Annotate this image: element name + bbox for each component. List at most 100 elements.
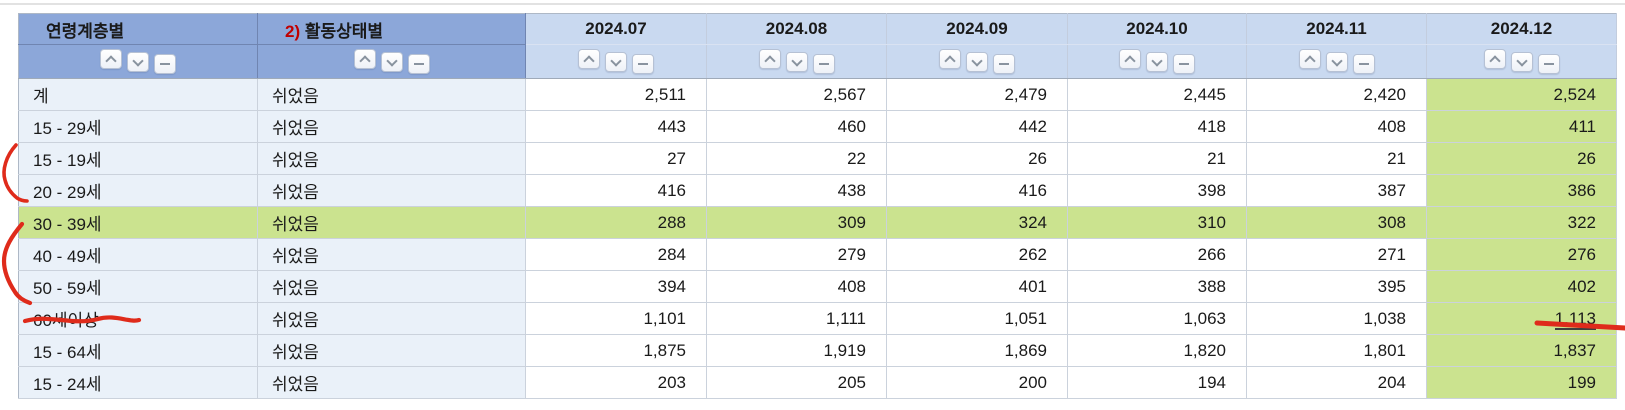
- column-header-2024-11[interactable]: 2024.11: [1246, 13, 1427, 45]
- cell-value: 2,420: [1246, 78, 1427, 111]
- collapse-button[interactable]: [1173, 53, 1195, 74]
- cell-value: 308: [1246, 206, 1427, 239]
- sort-down-button[interactable]: [785, 52, 808, 73]
- column-header-row: 연령계층별 2) 활동상태별 2024.07 2024.08 2024.09 2…: [18, 13, 1617, 45]
- table-row: 40 - 49세 쉬었음 284 279 262 266 271 276: [18, 238, 1617, 271]
- sort-down-button[interactable]: [966, 52, 988, 73]
- value-text: 1,101: [643, 308, 686, 328]
- cell-value: 203: [525, 366, 707, 399]
- sort-up-button[interactable]: [939, 49, 961, 70]
- collapse-button[interactable]: [1352, 53, 1375, 74]
- chevron-up-icon: [1303, 55, 1316, 67]
- top-divider: [0, 3, 1625, 5]
- minus-icon: [1543, 62, 1554, 65]
- cell-value: 2,524: [1426, 78, 1617, 111]
- chevron-down-icon: [1515, 55, 1528, 67]
- value-text: 205: [837, 372, 866, 392]
- cell-value: 460: [706, 110, 887, 143]
- column-header-2024-12[interactable]: 2024.12: [1426, 13, 1617, 45]
- value-text: 288: [657, 212, 686, 232]
- value-text: 443: [657, 116, 686, 136]
- minus-icon: [999, 62, 1009, 65]
- cell-value: 398: [1067, 174, 1247, 207]
- cell-age-group: 30 - 39세: [18, 206, 258, 239]
- value-text: 2,479: [1004, 84, 1047, 104]
- cell-value: 418: [1067, 110, 1247, 143]
- value-text: 460: [837, 116, 866, 136]
- value-text: 271: [1377, 244, 1406, 264]
- cell-value: 416: [525, 174, 707, 207]
- collapse-button[interactable]: [632, 53, 654, 74]
- sort-up-button[interactable]: [100, 49, 122, 70]
- value-text: 387: [1377, 180, 1406, 200]
- cell-activity-status: 쉬었음: [257, 334, 526, 367]
- collapse-button[interactable]: [1537, 53, 1560, 74]
- sort-up-button[interactable]: [578, 49, 600, 70]
- cell-value: 1,801: [1246, 334, 1427, 367]
- cell-age-group: 20 - 29세: [18, 174, 258, 207]
- sort-up-button[interactable]: [353, 49, 376, 70]
- collapse-button[interactable]: [407, 53, 430, 74]
- value-text: 324: [1018, 212, 1047, 232]
- cell-value: 266: [1067, 238, 1247, 271]
- chevron-down-icon: [1151, 55, 1163, 67]
- cell-value: 1,038: [1246, 302, 1427, 335]
- column-header-2024-08[interactable]: 2024.08: [706, 13, 887, 45]
- sort-down-button[interactable]: [605, 52, 627, 73]
- chevron-up-icon: [763, 55, 776, 67]
- cell-value: 26: [1426, 142, 1617, 175]
- sort-controls-cell: [706, 44, 887, 79]
- cell-activity-status: 쉬었음: [257, 78, 526, 111]
- sort-up-button[interactable]: [1298, 49, 1321, 70]
- sort-down-button[interactable]: [127, 52, 149, 73]
- sort-down-button[interactable]: [1146, 52, 1168, 73]
- value-text: 408: [1377, 116, 1406, 136]
- sort-down-button[interactable]: [380, 52, 403, 73]
- value-text: 1,111: [825, 308, 866, 328]
- value-text: 203: [657, 372, 686, 392]
- value-text: 279: [837, 244, 866, 264]
- minus-icon: [638, 62, 648, 65]
- table-row: 30 - 39세 쉬었음 288 309 324 310 308 322: [18, 206, 1617, 239]
- chevron-down-icon: [790, 55, 803, 67]
- cell-value: 262: [886, 238, 1068, 271]
- cell-value: 2,479: [886, 78, 1068, 111]
- column-header-age-group[interactable]: 연령계층별: [18, 13, 258, 45]
- value-text: 394: [657, 276, 686, 296]
- column-header-activity-status[interactable]: 2) 활동상태별: [257, 13, 526, 45]
- value-text: 2,567: [823, 84, 866, 104]
- cell-age-group: 15 - 64세: [18, 334, 258, 367]
- column-header-2024-07[interactable]: 2024.07: [525, 13, 707, 45]
- cell-value: 199: [1426, 366, 1617, 399]
- sort-down-button[interactable]: [1510, 52, 1533, 73]
- cell-value: 408: [1246, 110, 1427, 143]
- value-text: 438: [837, 180, 866, 200]
- sort-up-button[interactable]: [758, 49, 781, 70]
- value-text: 1,051: [1004, 308, 1047, 328]
- sort-up-button[interactable]: [1483, 49, 1506, 70]
- sort-up-button[interactable]: [1119, 49, 1141, 70]
- value-text: 395: [1377, 276, 1406, 296]
- value-text: 418: [1197, 116, 1226, 136]
- activity-status-header-label: 활동상태별: [304, 21, 384, 41]
- collapse-button[interactable]: [812, 53, 835, 74]
- column-header-2024-09[interactable]: 2024.09: [886, 13, 1068, 45]
- minus-icon: [1179, 62, 1189, 65]
- cell-age-group: 계: [18, 78, 258, 111]
- collapse-button[interactable]: [154, 53, 176, 74]
- chevron-down-icon: [610, 55, 622, 67]
- sort-down-button[interactable]: [1325, 52, 1348, 73]
- value-text: 1,919: [823, 340, 866, 360]
- column-header-2024-10[interactable]: 2024.10: [1067, 13, 1247, 45]
- cell-value: 1,113: [1426, 302, 1617, 335]
- value-text: 1,113: [1554, 308, 1596, 330]
- sort-controls-cell: [18, 44, 258, 79]
- sort-controls-cell: [525, 44, 707, 79]
- sort-controls-cell: [1067, 44, 1247, 79]
- cell-value: 26: [886, 142, 1068, 175]
- value-text: 402: [1567, 276, 1596, 296]
- value-text: 1,801: [1363, 340, 1406, 360]
- cell-value: 288: [525, 206, 707, 239]
- collapse-button[interactable]: [993, 53, 1015, 74]
- cell-age-group: 60세이상: [18, 302, 258, 335]
